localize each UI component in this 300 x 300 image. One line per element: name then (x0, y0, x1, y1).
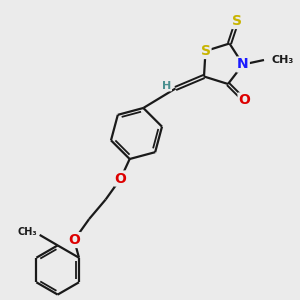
Text: O: O (115, 172, 127, 185)
Text: O: O (68, 233, 80, 247)
Text: CH₃: CH₃ (272, 55, 294, 65)
Text: S: S (232, 14, 242, 28)
Text: H: H (162, 80, 171, 91)
Text: O: O (238, 94, 250, 107)
Text: N: N (237, 58, 249, 71)
Text: CH₃: CH₃ (17, 227, 37, 237)
Text: S: S (200, 44, 211, 58)
